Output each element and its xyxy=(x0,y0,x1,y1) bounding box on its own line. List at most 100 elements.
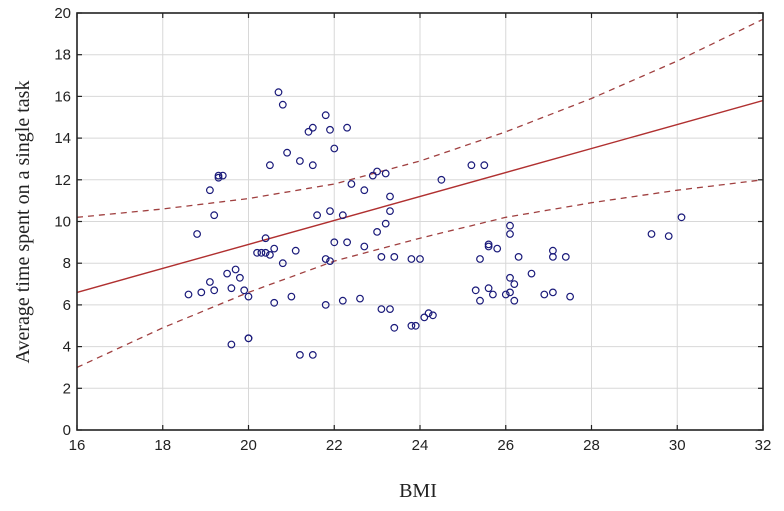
data-point xyxy=(647,230,656,238)
x-tick-label: 22 xyxy=(326,437,343,454)
data-point xyxy=(506,230,514,238)
data-point xyxy=(381,219,390,228)
x-tick-label: 28 xyxy=(583,437,600,454)
data-point xyxy=(501,290,510,299)
data-point xyxy=(321,111,330,120)
data-point xyxy=(214,173,223,182)
data-point xyxy=(424,309,433,318)
data-point xyxy=(326,257,334,266)
y-axis-ticks: 0 2 4 6 8 10 12 14 16 18 20 xyxy=(54,5,763,439)
data-point xyxy=(278,100,287,109)
data-point xyxy=(338,211,347,220)
data-point xyxy=(356,294,364,303)
data-point xyxy=(308,161,317,170)
data-point xyxy=(368,171,377,180)
data-point xyxy=(476,255,484,263)
data-point xyxy=(278,259,287,268)
data-point xyxy=(283,148,292,157)
data-point xyxy=(373,167,382,176)
x-axis-ticks: 16 18 20 22 24 26 28 30 32 xyxy=(69,13,771,454)
data-point xyxy=(506,221,514,230)
regression-line xyxy=(76,99,764,294)
data-point xyxy=(308,123,317,132)
data-point xyxy=(338,296,347,305)
data-point xyxy=(510,296,519,305)
data-point xyxy=(343,123,352,132)
y-tick-label: 6 xyxy=(63,297,71,314)
x-axis-title: BMI xyxy=(399,480,437,502)
data-point xyxy=(484,242,493,251)
data-point xyxy=(231,265,240,274)
y-tick-label: 18 xyxy=(54,47,71,64)
data-point xyxy=(373,227,382,236)
x-tick-label: 16 xyxy=(69,437,86,454)
confidence-band-lower xyxy=(76,179,764,368)
data-point xyxy=(489,290,497,299)
data-point xyxy=(296,351,304,359)
data-point xyxy=(347,180,356,188)
confidence-bands xyxy=(76,18,764,368)
data-point xyxy=(377,305,386,314)
data-point xyxy=(437,175,446,184)
data-point xyxy=(184,290,193,299)
data-point xyxy=(257,248,266,257)
data-point xyxy=(510,280,519,289)
data-point xyxy=(566,292,574,301)
data-point xyxy=(287,292,296,301)
data-point xyxy=(377,252,386,261)
data-point xyxy=(270,298,279,307)
data-point xyxy=(549,246,557,255)
data-point xyxy=(235,273,244,282)
data-point xyxy=(205,278,214,286)
data-point xyxy=(360,242,369,251)
data-point xyxy=(549,288,557,297)
data-point xyxy=(308,351,317,359)
data-point xyxy=(664,232,673,241)
x-tick-label: 26 xyxy=(497,437,514,454)
data-point xyxy=(506,273,514,282)
data-point xyxy=(321,255,330,263)
data-point xyxy=(296,157,304,165)
data-point xyxy=(386,207,394,216)
data-point xyxy=(244,292,253,301)
data-point xyxy=(193,230,202,238)
data-point xyxy=(386,305,394,314)
data-points xyxy=(184,88,686,359)
x-tick-label: 20 xyxy=(240,437,257,454)
y-tick-label: 16 xyxy=(54,88,71,105)
y-tick-label: 20 xyxy=(54,5,71,22)
data-point xyxy=(484,284,493,293)
data-point xyxy=(407,255,416,263)
data-point xyxy=(493,244,502,253)
data-point xyxy=(514,252,523,261)
data-point xyxy=(467,161,476,170)
data-point xyxy=(321,301,330,309)
data-point xyxy=(227,340,236,349)
data-point xyxy=(223,269,232,278)
data-point xyxy=(291,246,300,255)
data-point xyxy=(244,334,253,343)
data-point xyxy=(540,290,549,299)
data-point xyxy=(261,248,270,257)
data-point xyxy=(227,284,236,293)
data-point xyxy=(330,144,339,153)
data-point xyxy=(266,161,274,170)
y-tick-label: 2 xyxy=(63,380,71,397)
data-point xyxy=(386,192,394,201)
data-point xyxy=(270,244,279,253)
data-point xyxy=(506,288,514,297)
x-tick-label: 30 xyxy=(669,437,686,454)
data-point xyxy=(313,211,322,220)
y-axis-title: Average time spent on a single task xyxy=(12,81,34,364)
data-point xyxy=(326,125,334,134)
data-point xyxy=(205,186,214,195)
data-point xyxy=(326,207,334,216)
data-point xyxy=(343,238,352,247)
data-point xyxy=(420,313,429,322)
data-point xyxy=(429,311,437,320)
data-point xyxy=(416,255,424,263)
data-point xyxy=(218,171,227,180)
data-point xyxy=(360,186,369,195)
